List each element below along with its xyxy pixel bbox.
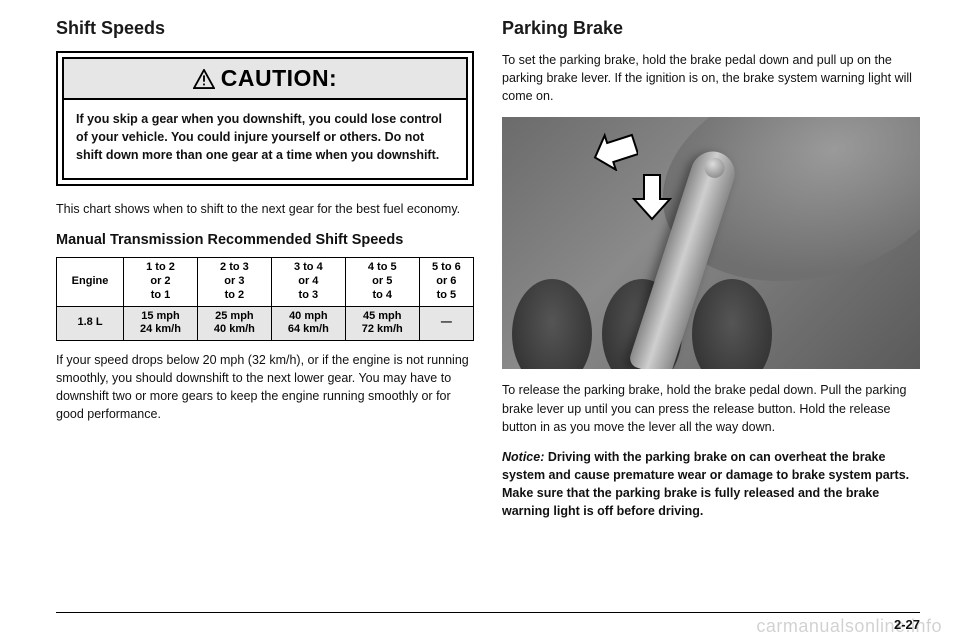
parking-brake-photo — [502, 117, 920, 369]
table-cell: 25 mph 40 km/h — [197, 306, 271, 341]
left-column: Shift Speeds CAUTION: If you skip a gear… — [56, 18, 474, 532]
watermark-text: carmanualsonline.info — [756, 616, 942, 637]
shift-speed-table: Engine 1 to 2 or 2 to 1 2 to 3 or 3 to 2… — [56, 257, 474, 341]
arrow-down-icon — [632, 173, 672, 221]
table-row: 1.8 L 15 mph 24 km/h 25 mph 40 km/h 40 m… — [57, 306, 474, 341]
below-table-text: If your speed drops below 20 mph (32 km/… — [56, 351, 474, 424]
table-cell: 40 mph 64 km/h — [271, 306, 345, 341]
table-header: 4 to 5 or 5 to 4 — [345, 258, 419, 306]
release-text: To release the parking brake, hold the b… — [502, 381, 920, 435]
table-cell: 15 mph 24 km/h — [124, 306, 198, 341]
table-header-row: Engine 1 to 2 or 2 to 1 2 to 3 or 3 to 2… — [57, 258, 474, 306]
cup-shape — [512, 279, 592, 369]
table-header: 3 to 4 or 4 to 3 — [271, 258, 345, 306]
table-title: Manual Transmission Recommended Shift Sp… — [56, 231, 474, 250]
page-content: Shift Speeds CAUTION: If you skip a gear… — [0, 0, 960, 542]
table-cell: — — [419, 306, 473, 341]
lever-button — [702, 156, 727, 181]
table-cell: 45 mph 72 km/h — [345, 306, 419, 341]
caution-body-text: If you skip a gear when you downshift, y… — [62, 100, 468, 180]
caution-box: CAUTION: If you skip a gear when you dow… — [56, 51, 474, 186]
notice-text: Notice: Driving with the parking brake o… — [502, 448, 920, 521]
arrow-left-icon — [592, 131, 638, 171]
table-header: 1 to 2 or 2 to 1 — [124, 258, 198, 306]
table-header: 2 to 3 or 3 to 2 — [197, 258, 271, 306]
caution-header: CAUTION: — [62, 57, 468, 100]
right-column: Parking Brake To set the parking brake, … — [502, 18, 920, 532]
chart-intro-text: This chart shows when to shift to the ne… — [56, 200, 474, 218]
table-header: 5 to 6 or 6 to 5 — [419, 258, 473, 306]
caution-label: CAUTION: — [221, 65, 337, 92]
table-cell-engine: 1.8 L — [57, 306, 124, 341]
cup-shape — [692, 279, 772, 369]
shift-speeds-heading: Shift Speeds — [56, 18, 474, 39]
notice-label: Notice: — [502, 450, 544, 464]
warning-triangle-icon — [193, 69, 215, 89]
table-header: Engine — [57, 258, 124, 306]
parking-intro-text: To set the parking brake, hold the brake… — [502, 51, 920, 105]
parking-brake-heading: Parking Brake — [502, 18, 920, 39]
notice-body: Driving with the parking brake on can ov… — [502, 450, 909, 518]
